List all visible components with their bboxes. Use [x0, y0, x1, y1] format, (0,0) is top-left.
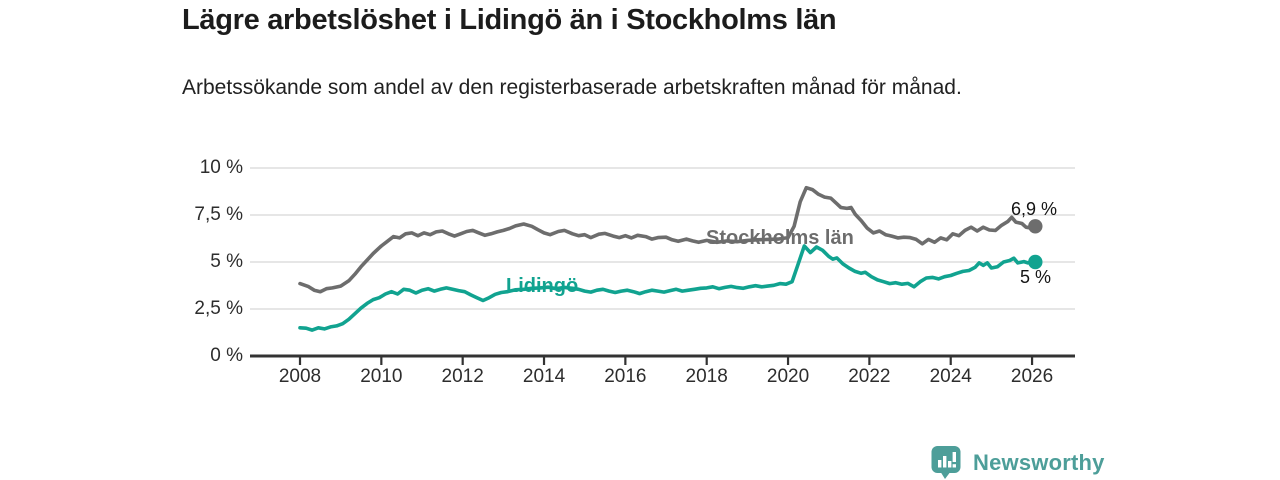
y-tick-label: 10 %: [199, 157, 243, 178]
series-label: Stockholms län: [706, 227, 854, 249]
series-line: [298, 185, 1038, 294]
page-title: Lägre arbetslöshet i Lidingö än i Stockh…: [182, 4, 837, 36]
end-point-dot: [1028, 254, 1043, 270]
newsworthy-brand-name: Newsworthy: [973, 449, 1105, 475]
x-tick-label: 2016: [604, 366, 647, 387]
y-tick-label: 0 %: [210, 345, 243, 366]
x-tick-label: 2022: [848, 366, 891, 387]
x-tick-label: 2014: [522, 366, 566, 387]
x-tick-label: 2026: [1010, 366, 1054, 387]
y-tick-label: 2,5 %: [194, 298, 243, 319]
end-value-label: 5 %: [1020, 267, 1052, 287]
newsworthy-brand: Newsworthy: [930, 445, 1105, 480]
series-line: [298, 244, 1038, 332]
y-tick-label: 7,5 %: [194, 204, 243, 225]
x-tick-label: 2018: [685, 366, 728, 387]
x-tick-label: 2020: [766, 366, 810, 387]
x-tick-label: 2012: [441, 366, 484, 387]
chart-subtitle: Arbetssökande som andel av den registerb…: [182, 76, 962, 99]
bar-chart-speech-bubble-icon: [931, 446, 961, 479]
x-tick-label: 2010: [360, 366, 403, 387]
x-tick-label: 2008: [278, 366, 322, 387]
series-label: Lidingö: [506, 275, 579, 297]
end-point-dot: [1028, 219, 1043, 234]
y-tick-label: 5 %: [210, 251, 243, 272]
end-value-label: 6,9 %: [1011, 199, 1058, 219]
x-tick-label: 2024: [929, 366, 972, 387]
